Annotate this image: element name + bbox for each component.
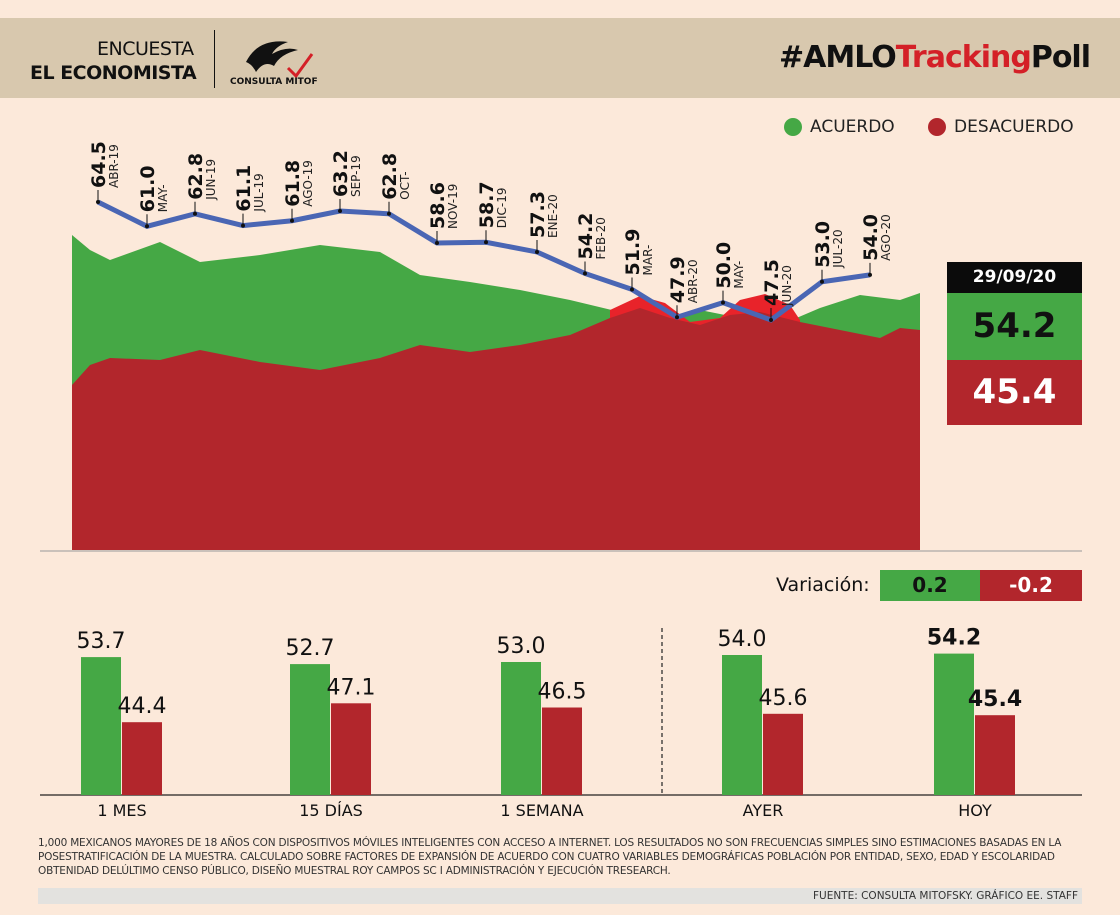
- value-label: 50.0: [713, 242, 735, 289]
- acuerdo-bar: [81, 657, 121, 795]
- month-label: NOV-19: [446, 184, 460, 229]
- acuerdo-bar: [722, 655, 762, 795]
- data-point: [241, 223, 245, 228]
- bar-value-label: 52.7: [286, 636, 335, 661]
- value-label: 61.0: [137, 165, 159, 212]
- month-label: FEB-20: [594, 217, 608, 259]
- data-point: [145, 224, 149, 229]
- category-label: 1 MES: [97, 801, 146, 820]
- desacuerdo-bar: [975, 715, 1015, 795]
- value-label: 62.8: [379, 153, 401, 200]
- bar-value-label: 47.1: [327, 675, 376, 700]
- value-label: 47.9: [667, 256, 689, 303]
- value-label: 61.8: [282, 160, 304, 207]
- month-label: MAY-: [732, 261, 746, 289]
- variacion-acuerdo: 0.2: [880, 570, 980, 601]
- category-label: 15 DÍAS: [299, 801, 363, 820]
- svg-text:CONSULTA MITOFSKY: CONSULTA MITOFSKY: [230, 77, 318, 87]
- data-point: [868, 272, 872, 277]
- data-point: [630, 287, 634, 292]
- current-acuerdo: 54.2: [947, 293, 1082, 360]
- category-label: AYER: [743, 801, 784, 820]
- value-label: 51.9: [622, 229, 644, 276]
- data-point: [290, 218, 294, 223]
- data-point: [820, 279, 824, 284]
- value-label: 47.5: [761, 259, 783, 306]
- month-label: ENE-20: [546, 194, 560, 238]
- variacion-label: Variación:: [776, 574, 870, 596]
- month-label: OCT-: [398, 171, 412, 199]
- desacuerdo-area: [72, 308, 920, 550]
- data-point: [583, 271, 587, 276]
- value-label: 61.1: [233, 165, 255, 212]
- green-dot-icon: [784, 118, 802, 136]
- acuerdo-bar: [290, 664, 330, 795]
- data-point: [675, 315, 679, 320]
- desacuerdo-bar: [331, 703, 371, 795]
- value-label: 54.0: [860, 214, 882, 261]
- data-point: [484, 240, 488, 245]
- value-label: 62.8: [185, 153, 207, 200]
- value-label: 54.2: [575, 213, 597, 260]
- acuerdo-bar: [501, 662, 541, 795]
- legend-label: DESACUERDO: [954, 117, 1074, 137]
- bar-value-label: 45.4: [968, 687, 1022, 712]
- current-date: 29/09/20: [947, 262, 1082, 293]
- desacuerdo-bar: [542, 707, 582, 795]
- legend-label: ACUERDO: [810, 117, 895, 137]
- brand-line2: EL ECONOMISTA: [30, 62, 197, 84]
- acuerdo-bar: [934, 653, 974, 795]
- month-label: JUN-20: [780, 265, 794, 307]
- methodology-note: 1,000 MEXICANOS MAYORES DE 18 AÑOS CON D…: [38, 837, 1062, 877]
- month-label: JUL-19: [252, 173, 266, 212]
- brand-line1: ENCUESTA: [97, 38, 194, 60]
- month-label: ABR-20: [686, 259, 700, 303]
- bar-value-label: 53.0: [497, 634, 546, 659]
- hashtag-title: #AMLOTrackingPoll: [779, 40, 1091, 75]
- data-point: [338, 209, 342, 214]
- desacuerdo-bar: [763, 713, 803, 795]
- current-desacuerdo: 45.4: [947, 360, 1082, 425]
- month-label: MAY-: [156, 184, 170, 212]
- value-label: 58.6: [427, 182, 449, 229]
- month-label: AGO-19: [301, 160, 315, 207]
- variacion-desacuerdo: -0.2: [980, 570, 1082, 601]
- bar-value-label: 53.7: [77, 629, 126, 654]
- value-label: 53.0: [812, 221, 834, 268]
- bar-value-label: 54.2: [927, 626, 981, 651]
- data-point: [535, 249, 539, 254]
- value-label: 64.5: [88, 141, 110, 188]
- value-label: 57.3: [527, 191, 549, 238]
- month-label: AGO-20: [879, 214, 893, 261]
- month-label: MAR-: [641, 245, 655, 276]
- legend-acuerdo: ACUERDO: [784, 117, 895, 137]
- source: FUENTE: CONSULTA MITOFSKY. GRÁFICO EE. S…: [38, 888, 1082, 904]
- month-label: DIC-19: [495, 187, 509, 228]
- mitofsky-logo: CONSULTA MITOFSKY: [228, 32, 338, 92]
- value-label: 58.7: [476, 181, 498, 228]
- divider: [214, 30, 215, 88]
- data-point: [721, 300, 725, 305]
- data-point: [769, 317, 773, 322]
- bar-value-label: 46.5: [538, 680, 587, 705]
- category-label: HOY: [958, 801, 992, 820]
- data-point: [96, 200, 100, 204]
- month-label: JUN-19: [204, 159, 218, 201]
- data-point: [387, 211, 391, 216]
- header-band: [0, 18, 1120, 98]
- bar-value-label: 44.4: [118, 694, 167, 719]
- legend-desacuerdo: DESACUERDO: [928, 117, 1074, 137]
- desacuerdo-bar: [122, 722, 162, 795]
- red-dot-icon: [928, 118, 946, 136]
- value-label: 63.2: [330, 150, 352, 197]
- month-label: ABR-19: [107, 144, 121, 188]
- category-label: 1 SEMANA: [500, 801, 583, 820]
- bar-value-label: 45.6: [759, 686, 808, 711]
- data-point: [435, 240, 439, 245]
- data-point: [193, 211, 197, 216]
- month-label: JUL-20: [831, 229, 845, 268]
- month-label: SEP-19: [349, 155, 363, 197]
- bar-value-label: 54.0: [718, 627, 767, 652]
